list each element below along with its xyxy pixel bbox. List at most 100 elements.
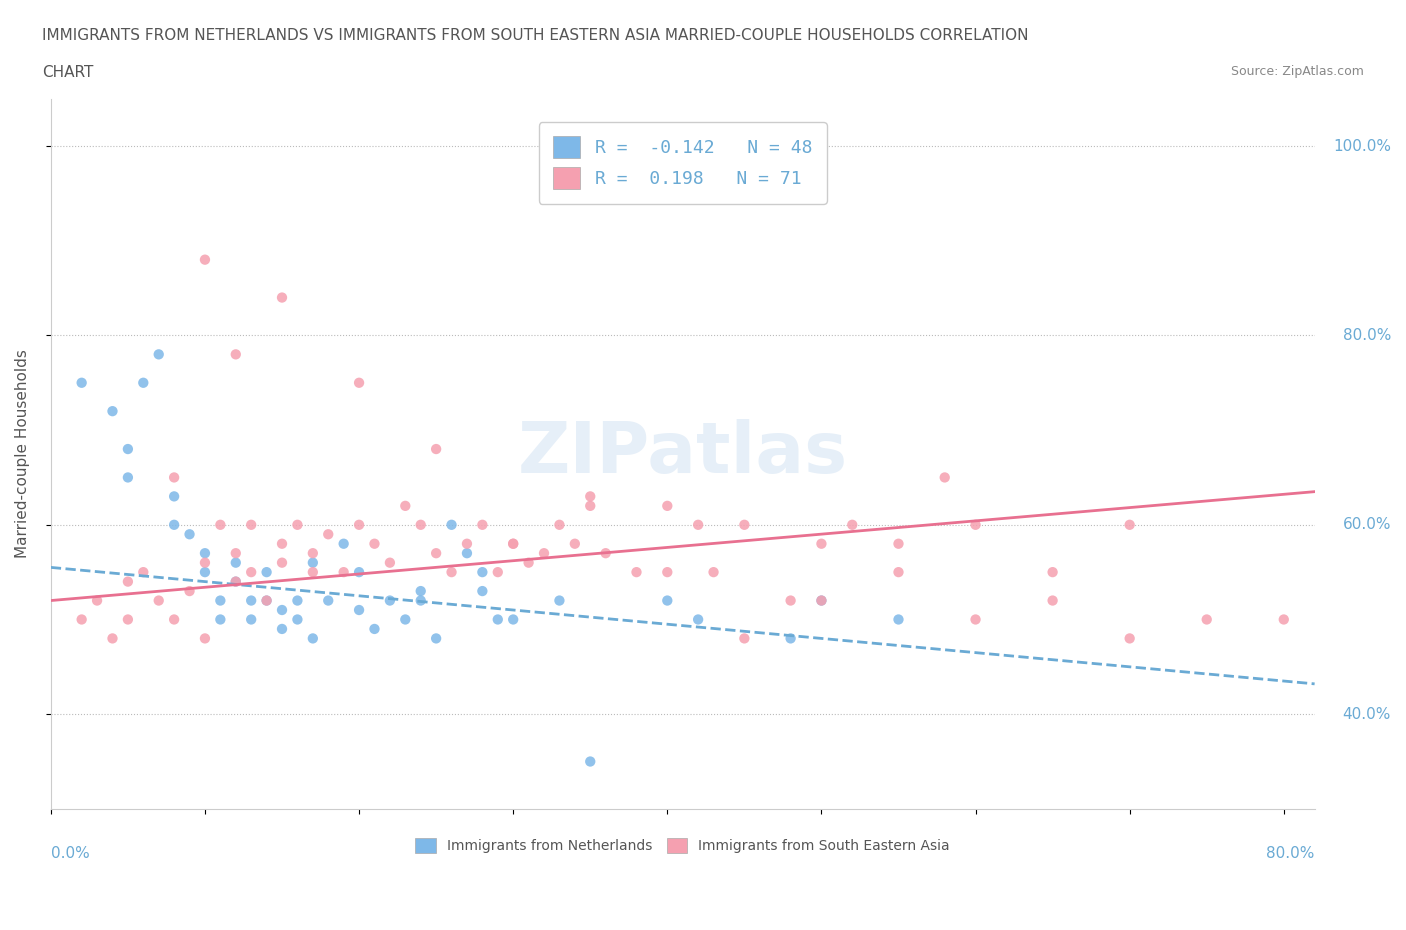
Point	[1195, 612, 1218, 627]
Point	[117, 612, 139, 627]
Point	[179, 584, 201, 599]
Point	[579, 489, 602, 504]
Point	[209, 593, 232, 608]
Point	[148, 347, 170, 362]
Point	[409, 584, 432, 599]
Point	[486, 612, 509, 627]
Text: 60.0%: 60.0%	[1343, 517, 1391, 532]
Point	[86, 593, 108, 608]
Point	[163, 470, 186, 485]
Point	[502, 537, 524, 551]
Point	[440, 517, 463, 532]
Point	[733, 517, 755, 532]
Point	[733, 631, 755, 645]
Point	[347, 376, 370, 391]
Point	[502, 537, 524, 551]
Point	[163, 517, 186, 532]
Point	[965, 612, 987, 627]
Point	[240, 612, 263, 627]
Point	[240, 593, 263, 608]
Point	[688, 612, 710, 627]
Point	[194, 252, 217, 267]
Point	[965, 517, 987, 532]
Point	[486, 565, 509, 579]
Point	[425, 442, 447, 457]
Point	[256, 565, 278, 579]
Point	[117, 470, 139, 485]
Point	[1118, 631, 1140, 645]
Point	[595, 546, 617, 561]
Point	[332, 565, 354, 579]
Text: 80.0%: 80.0%	[1267, 846, 1315, 861]
Point	[810, 593, 832, 608]
Text: IMMIGRANTS FROM NETHERLANDS VS IMMIGRANTS FROM SOUTH EASTERN ASIA MARRIED-COUPLE: IMMIGRANTS FROM NETHERLANDS VS IMMIGRANT…	[42, 28, 1029, 43]
Point	[1042, 565, 1064, 579]
Text: 100.0%: 100.0%	[1333, 139, 1391, 153]
Point	[887, 565, 910, 579]
Point	[425, 546, 447, 561]
Point	[1118, 517, 1140, 532]
Point	[194, 546, 217, 561]
Point	[209, 517, 232, 532]
Point	[394, 498, 416, 513]
Point	[101, 631, 124, 645]
Point	[887, 612, 910, 627]
Text: CHART: CHART	[42, 65, 94, 80]
Point	[148, 593, 170, 608]
Text: 0.0%: 0.0%	[51, 846, 90, 861]
Point	[225, 574, 247, 589]
Point	[332, 537, 354, 551]
Point	[657, 498, 679, 513]
Point	[440, 565, 463, 579]
Point	[548, 517, 571, 532]
Point	[271, 555, 294, 570]
Point	[363, 537, 385, 551]
Point	[163, 489, 186, 504]
Point	[779, 631, 801, 645]
Text: ZIPatlas: ZIPatlas	[517, 419, 848, 488]
Point	[409, 517, 432, 532]
Point	[240, 517, 263, 532]
Point	[256, 593, 278, 608]
Point	[117, 442, 139, 457]
Point	[271, 603, 294, 618]
Point	[225, 574, 247, 589]
Text: Source: ZipAtlas.com: Source: ZipAtlas.com	[1230, 65, 1364, 78]
Point	[117, 574, 139, 589]
Point	[657, 593, 679, 608]
Point	[425, 631, 447, 645]
Y-axis label: Married-couple Households: Married-couple Households	[15, 350, 30, 558]
Point	[378, 555, 401, 570]
Point	[378, 593, 401, 608]
Point	[240, 565, 263, 579]
Point	[225, 347, 247, 362]
Point	[471, 517, 494, 532]
Point	[688, 517, 710, 532]
Point	[132, 565, 155, 579]
Point	[456, 546, 478, 561]
Point	[363, 621, 385, 636]
Point	[194, 631, 217, 645]
Text: 40.0%: 40.0%	[1343, 707, 1391, 722]
Point	[471, 565, 494, 579]
Point	[101, 404, 124, 418]
Text: 80.0%: 80.0%	[1343, 328, 1391, 343]
Point	[517, 555, 540, 570]
Point	[1042, 593, 1064, 608]
Point	[703, 565, 725, 579]
Point	[934, 470, 956, 485]
Point	[194, 565, 217, 579]
Point	[271, 621, 294, 636]
Point	[887, 537, 910, 551]
Point	[287, 612, 309, 627]
Point	[179, 526, 201, 541]
Point	[287, 593, 309, 608]
Point	[132, 376, 155, 391]
Point	[394, 612, 416, 627]
Point	[316, 526, 339, 541]
Point	[471, 584, 494, 599]
Point	[347, 517, 370, 532]
Point	[779, 593, 801, 608]
Point	[271, 290, 294, 305]
Point	[810, 537, 832, 551]
